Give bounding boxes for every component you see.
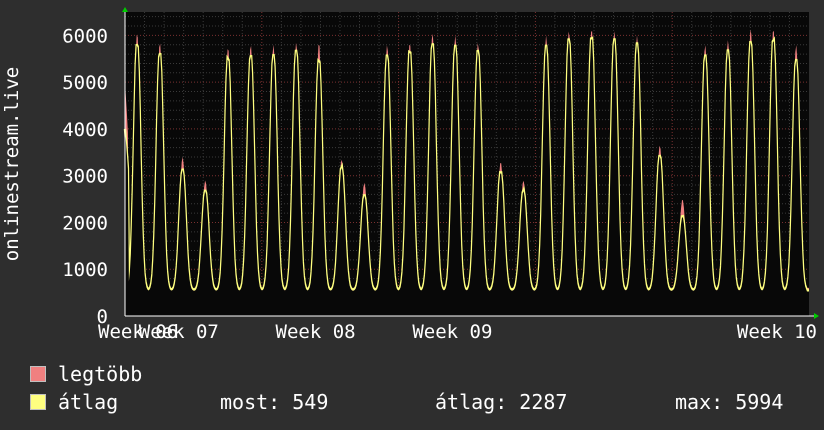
legend-label-max: legtöbb [58, 362, 143, 386]
series-line-avg [123, 36, 809, 292]
y-axis-arrow [122, 7, 128, 12]
x-tick-label: Week 10 [737, 321, 817, 343]
series-mask [125, 39, 809, 317]
y-tick-label: 1000 [62, 259, 108, 281]
x-tick-label: Week 07 [139, 321, 219, 343]
y-tick-label: 3000 [62, 166, 108, 188]
x-tick-label: Week 09 [412, 321, 492, 343]
stat-now: most: 549 [220, 390, 329, 414]
legend-swatch-avg [30, 394, 46, 410]
y-tick-label: 2000 [62, 212, 108, 234]
axes [122, 7, 819, 319]
x-tick-label: Week 08 [276, 321, 356, 343]
plot-area [125, 12, 809, 316]
x-axis-arrow [814, 313, 819, 319]
legend-item-avg: átlag [30, 390, 119, 414]
y-tick-label: 6000 [62, 25, 108, 47]
x-tick-label: Week 06 [98, 321, 178, 343]
legend-label-avg: átlag [58, 390, 119, 414]
y-axis-label: onlinestream.live [1, 66, 23, 262]
y-tick-label: 0 [97, 306, 108, 328]
legend-swatch-max [30, 366, 46, 382]
y-tick-label: 5000 [62, 72, 108, 94]
legend-item-max: legtöbb [30, 362, 143, 386]
y-tick-label: 4000 [62, 119, 108, 141]
stat-average: átlag: 2287 [435, 390, 568, 414]
series-group [123, 29, 809, 317]
grid [125, 12, 809, 316]
stat-max: max: 5994 [675, 390, 784, 414]
